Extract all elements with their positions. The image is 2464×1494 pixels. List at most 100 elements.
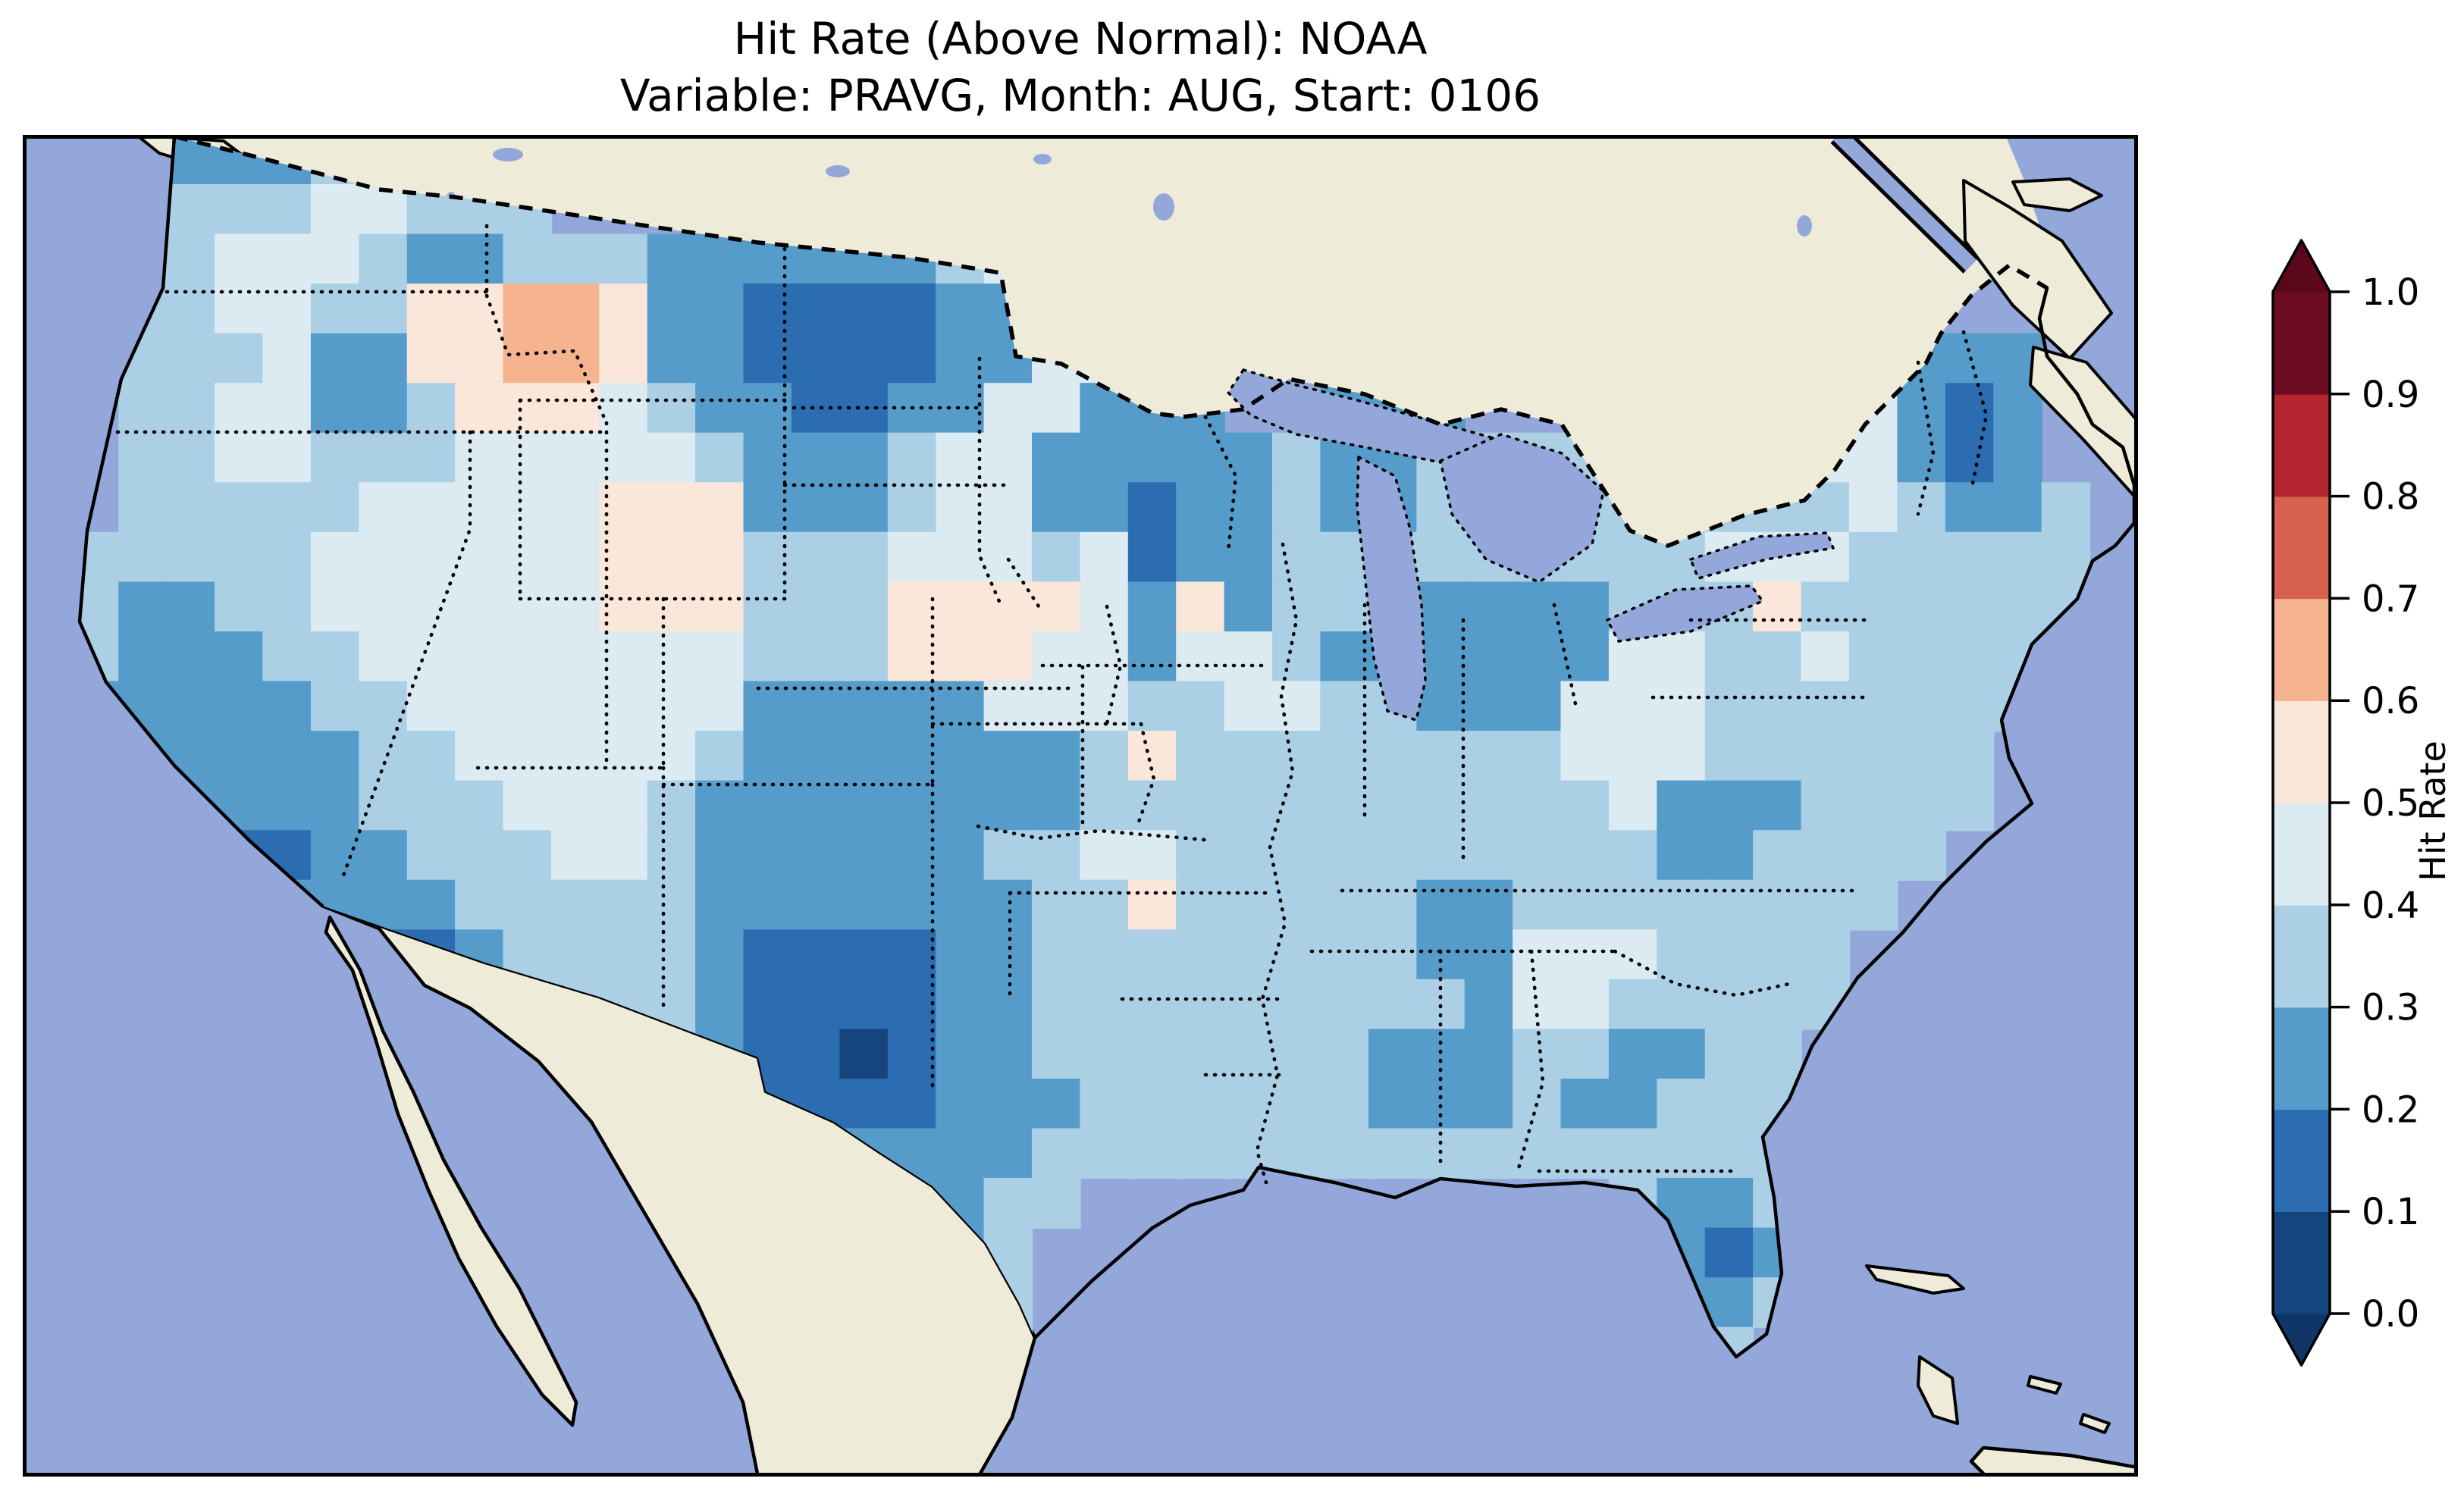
grid-cell bbox=[359, 432, 408, 484]
grid-cell bbox=[1272, 879, 1321, 931]
grid-cell bbox=[936, 333, 985, 384]
grid-cell bbox=[1224, 929, 1274, 981]
grid-cell bbox=[1416, 830, 1466, 881]
grid-cell bbox=[310, 731, 360, 781]
colorbar-panel: 0.0 0.1 0.2 0.3 0.4 0.5 0.6 0.7 0.8 0.9 1.0 Hit Ra… bbox=[2229, 212, 2464, 1410]
grid-cell bbox=[1127, 482, 1177, 534]
grid-cell bbox=[1513, 780, 1562, 832]
grid-cell bbox=[743, 432, 793, 484]
grid-cell bbox=[215, 631, 264, 682]
grid-cell bbox=[1657, 929, 1706, 981]
grid-cell bbox=[262, 531, 312, 583]
colorbar-tick-label: 0.6 bbox=[2362, 680, 2419, 722]
grid-cell bbox=[647, 383, 697, 434]
grid-cell bbox=[550, 283, 600, 334]
grid-cell bbox=[1848, 830, 1898, 881]
grid-cell bbox=[118, 531, 168, 583]
grid-cell bbox=[1560, 1079, 1610, 1129]
grid-cell bbox=[1945, 631, 1995, 682]
grid-cell bbox=[1513, 1128, 1562, 1179]
grid-cell bbox=[1272, 531, 1321, 583]
grid-cell bbox=[1032, 432, 1081, 484]
grid-cell bbox=[887, 830, 937, 881]
grid-cell bbox=[503, 581, 553, 633]
grid-cell bbox=[262, 581, 312, 633]
grid-cell bbox=[215, 233, 264, 285]
grid-cell bbox=[1897, 830, 1946, 881]
grid-cell bbox=[406, 333, 456, 384]
grid-cell bbox=[1080, 1029, 1129, 1080]
grid-cell bbox=[550, 531, 600, 583]
grid-cell bbox=[1753, 830, 1802, 881]
grid-cell bbox=[359, 830, 408, 881]
grid-cell bbox=[983, 830, 1033, 881]
grid-cell bbox=[1464, 780, 1514, 832]
grid-cell bbox=[118, 631, 168, 682]
grid-cell bbox=[2041, 482, 2091, 534]
prince-edward-island bbox=[2011, 177, 2103, 212]
grid-cell bbox=[1320, 879, 1369, 931]
grid-cell bbox=[359, 383, 408, 434]
grid-cell bbox=[983, 731, 1033, 781]
cuba-landmass bbox=[1969, 1445, 2138, 1477]
grid-cell bbox=[1032, 929, 1081, 981]
grid-cell bbox=[359, 780, 408, 832]
grid-cell bbox=[503, 531, 553, 583]
grid-cell bbox=[887, 731, 937, 781]
grid-cell bbox=[1320, 581, 1369, 633]
grid-cell bbox=[599, 283, 648, 334]
grid-cell bbox=[1801, 731, 1851, 781]
grid-cell bbox=[1368, 731, 1418, 781]
grid-cell bbox=[1848, 879, 1898, 931]
grid-cell bbox=[1176, 581, 1225, 633]
grid-cell bbox=[1032, 1029, 1081, 1080]
grid-cell bbox=[1127, 1029, 1177, 1080]
grid-cell bbox=[791, 581, 841, 633]
colorbar-bins bbox=[2273, 240, 2330, 1365]
grid-cell bbox=[1704, 681, 1754, 732]
grid-cell bbox=[406, 879, 456, 931]
grid-cell bbox=[406, 731, 456, 781]
grid-cell bbox=[166, 383, 216, 434]
grid-cell bbox=[695, 681, 745, 732]
grid-cell bbox=[118, 383, 168, 434]
grid-cell bbox=[550, 929, 600, 981]
grid-cell bbox=[1993, 383, 2042, 434]
grid-cell bbox=[310, 482, 360, 534]
grid-cell bbox=[1753, 631, 1802, 682]
grid-cell bbox=[166, 283, 216, 334]
colorbar-bin bbox=[2273, 393, 2330, 497]
grid-cell bbox=[1753, 879, 1802, 931]
grid-cell bbox=[1848, 681, 1898, 732]
grid-cell bbox=[1657, 1079, 1706, 1129]
grid-cell bbox=[1224, 482, 1274, 534]
grid-cell bbox=[262, 681, 312, 732]
grid-cell bbox=[887, 929, 937, 981]
grid-cell bbox=[791, 432, 841, 484]
grid-cell bbox=[1560, 780, 1610, 832]
grid-cell bbox=[839, 432, 889, 484]
grid-cell bbox=[791, 482, 841, 534]
grid-cell bbox=[887, 283, 937, 334]
grid-cell bbox=[1513, 929, 1562, 981]
great-lakes bbox=[1227, 368, 1835, 722]
grid-cell bbox=[166, 681, 216, 732]
grid-cell bbox=[936, 929, 985, 981]
colorbar-tick-label: 0.3 bbox=[2362, 987, 2419, 1029]
grid-cell bbox=[1127, 681, 1177, 732]
grid-cell bbox=[983, 780, 1033, 832]
grid-cell bbox=[1127, 879, 1177, 931]
grid-cell bbox=[550, 482, 600, 534]
grid-cell bbox=[1848, 731, 1898, 781]
colorbar-tick-label: 0.1 bbox=[2362, 1191, 2419, 1233]
grid-cell bbox=[1608, 830, 1658, 881]
grid-cell bbox=[1272, 731, 1321, 781]
grid-cell bbox=[743, 731, 793, 781]
grid-cell bbox=[839, 731, 889, 781]
grid-cell bbox=[359, 681, 408, 732]
grid-cell bbox=[1753, 780, 1802, 832]
grid-cell bbox=[1320, 830, 1369, 881]
colorbar-bin bbox=[2273, 1109, 2330, 1212]
grid-cell bbox=[1704, 1277, 1754, 1328]
